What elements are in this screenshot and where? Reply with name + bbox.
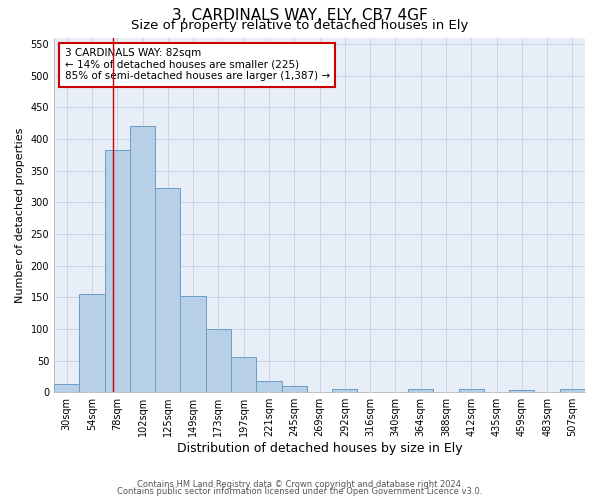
Bar [256, 381, 281, 392]
Bar [281, 386, 307, 392]
Bar [130, 126, 155, 392]
Bar [206, 329, 231, 392]
Bar [458, 389, 484, 392]
Bar [79, 294, 104, 392]
Bar [332, 389, 358, 392]
Y-axis label: Number of detached properties: Number of detached properties [15, 127, 25, 302]
Bar [509, 390, 535, 392]
Bar [155, 188, 181, 392]
Bar [408, 389, 433, 392]
Text: 3, CARDINALS WAY, ELY, CB7 4GF: 3, CARDINALS WAY, ELY, CB7 4GF [172, 8, 428, 22]
Bar [181, 296, 206, 392]
Bar [54, 384, 79, 392]
Text: Size of property relative to detached houses in Ely: Size of property relative to detached ho… [131, 18, 469, 32]
Bar [231, 358, 256, 392]
Bar [560, 389, 585, 392]
Text: Contains public sector information licensed under the Open Government Licence v3: Contains public sector information licen… [118, 487, 482, 496]
Text: Contains HM Land Registry data © Crown copyright and database right 2024.: Contains HM Land Registry data © Crown c… [137, 480, 463, 489]
Text: 3 CARDINALS WAY: 82sqm
← 14% of detached houses are smaller (225)
85% of semi-de: 3 CARDINALS WAY: 82sqm ← 14% of detached… [65, 48, 330, 82]
X-axis label: Distribution of detached houses by size in Ely: Distribution of detached houses by size … [177, 442, 463, 455]
Bar [104, 150, 130, 392]
